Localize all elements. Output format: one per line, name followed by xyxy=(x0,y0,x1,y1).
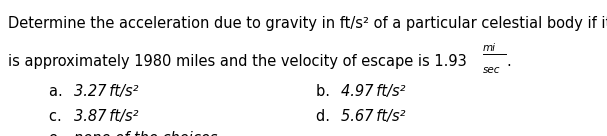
Text: Determine the acceleration due to gravity in ft/s² of a particular celestial bod: Determine the acceleration due to gravit… xyxy=(8,16,607,31)
Text: b.: b. xyxy=(316,84,337,99)
Text: 4.97 ft/s²: 4.97 ft/s² xyxy=(341,84,405,99)
Text: e.: e. xyxy=(49,131,74,136)
Text: 3.27 ft/s²: 3.27 ft/s² xyxy=(74,84,138,99)
Text: sec: sec xyxy=(483,65,500,75)
Text: 3.87 ft/s²: 3.87 ft/s² xyxy=(74,109,138,124)
Text: d.: d. xyxy=(316,109,337,124)
Text: .: . xyxy=(507,54,512,69)
Text: mi: mi xyxy=(483,43,495,53)
Text: 5.67 ft/s²: 5.67 ft/s² xyxy=(341,109,405,124)
Text: a.: a. xyxy=(49,84,70,99)
Text: none of the choices: none of the choices xyxy=(74,131,217,136)
Text: is approximately 1980 miles and the velocity of escape is 1.93: is approximately 1980 miles and the velo… xyxy=(8,54,467,69)
Text: c.: c. xyxy=(49,109,69,124)
